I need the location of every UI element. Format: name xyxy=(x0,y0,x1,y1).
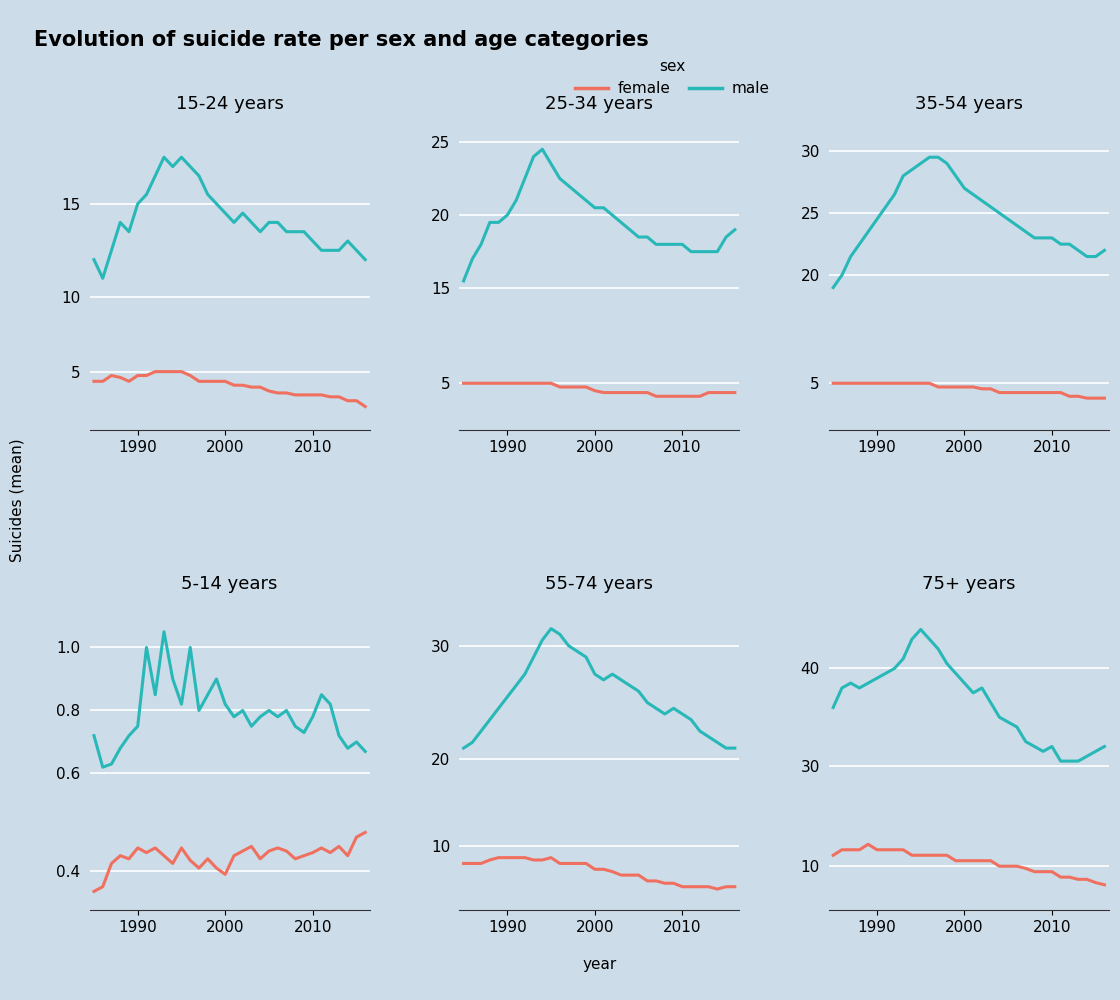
Text: Evolution of suicide rate per sex and age categories: Evolution of suicide rate per sex and ag… xyxy=(34,30,648,50)
Text: year: year xyxy=(582,957,616,972)
Title: 25-34 years: 25-34 years xyxy=(545,95,653,113)
Text: Suicides (mean): Suicides (mean) xyxy=(9,438,25,562)
Title: 35-54 years: 35-54 years xyxy=(915,95,1023,113)
Title: 15-24 years: 15-24 years xyxy=(176,95,283,113)
Legend: female, male: female, male xyxy=(569,53,775,103)
Title: 55-74 years: 55-74 years xyxy=(545,575,653,593)
Title: 75+ years: 75+ years xyxy=(922,575,1016,593)
Title: 5-14 years: 5-14 years xyxy=(181,575,278,593)
